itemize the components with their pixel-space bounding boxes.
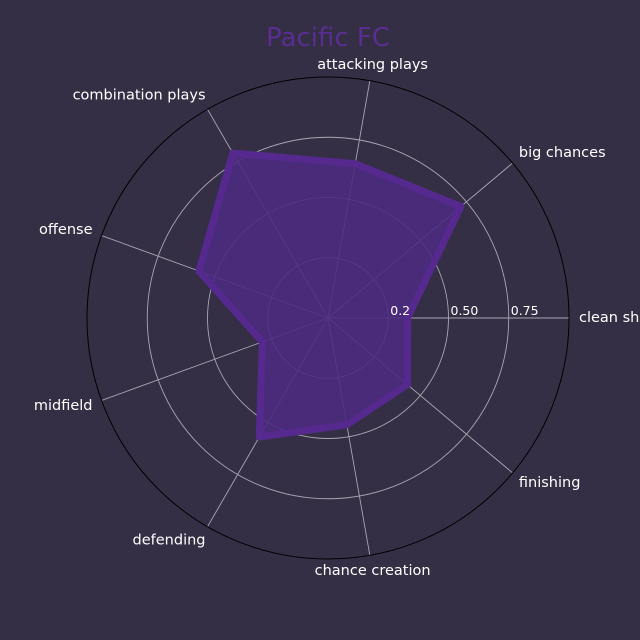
r-tick-label-1: 0.2 [390, 303, 410, 318]
label-layer: 0.2 0.50 0.75 clean sheets big chances attack… [34, 57, 640, 579]
category-label-4: combination plays [73, 87, 206, 103]
category-label-6: midfield [34, 398, 93, 414]
chart-title: Pacific FC [266, 23, 390, 53]
category-label-7: defending [133, 533, 206, 549]
category-label-3: attacking plays [317, 57, 428, 73]
category-label-1: clean sheets [579, 310, 640, 326]
series-area-1 [195, 149, 465, 441]
r-tick-label-2: 0.50 [451, 303, 479, 318]
category-label-9: finishing [519, 475, 581, 491]
outer-ring [86, 76, 570, 560]
data-layer [195, 149, 465, 441]
category-label-5: offense [39, 222, 93, 238]
r-tick-label-3: 0.75 [511, 303, 539, 318]
category-label-2: big chances [519, 145, 606, 161]
category-label-8: chance creation [315, 563, 431, 579]
